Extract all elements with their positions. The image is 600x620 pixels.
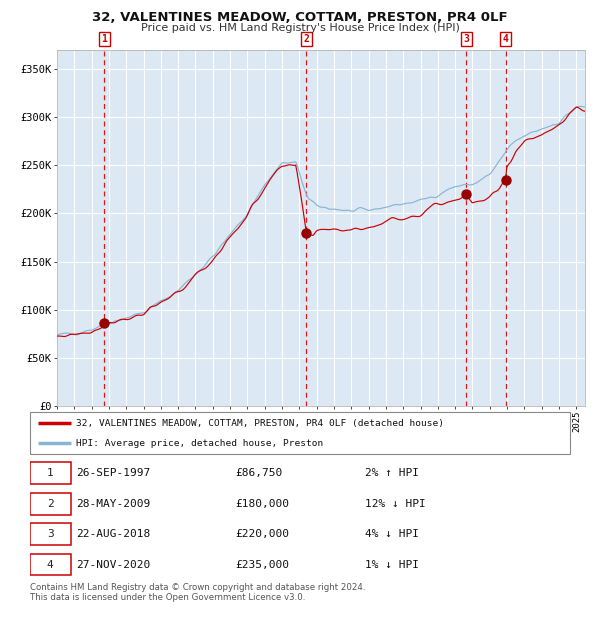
Text: 3: 3 xyxy=(47,529,53,539)
Text: 27-NOV-2020: 27-NOV-2020 xyxy=(76,559,150,570)
Text: £86,750: £86,750 xyxy=(235,468,283,479)
Text: 4: 4 xyxy=(47,559,53,570)
Text: Contains HM Land Registry data © Crown copyright and database right 2024.
This d: Contains HM Land Registry data © Crown c… xyxy=(30,583,365,602)
Text: 12% ↓ HPI: 12% ↓ HPI xyxy=(365,498,425,509)
Text: Price paid vs. HM Land Registry's House Price Index (HPI): Price paid vs. HM Land Registry's House … xyxy=(140,23,460,33)
FancyBboxPatch shape xyxy=(30,412,570,454)
Text: 32, VALENTINES MEADOW, COTTAM, PRESTON, PR4 0LF (detached house): 32, VALENTINES MEADOW, COTTAM, PRESTON, … xyxy=(76,419,444,428)
Text: £235,000: £235,000 xyxy=(235,559,289,570)
Text: 3: 3 xyxy=(463,34,469,44)
Text: 22-AUG-2018: 22-AUG-2018 xyxy=(76,529,150,539)
Text: 26-SEP-1997: 26-SEP-1997 xyxy=(76,468,150,479)
Text: 2: 2 xyxy=(304,34,310,44)
Text: 4% ↓ HPI: 4% ↓ HPI xyxy=(365,529,419,539)
Text: 2: 2 xyxy=(47,498,53,509)
FancyBboxPatch shape xyxy=(30,463,71,484)
Text: 2% ↑ HPI: 2% ↑ HPI xyxy=(365,468,419,479)
FancyBboxPatch shape xyxy=(30,554,71,575)
Text: 28-MAY-2009: 28-MAY-2009 xyxy=(76,498,150,509)
Text: 32, VALENTINES MEADOW, COTTAM, PRESTON, PR4 0LF: 32, VALENTINES MEADOW, COTTAM, PRESTON, … xyxy=(92,11,508,24)
Text: 4: 4 xyxy=(503,34,508,44)
Text: 1: 1 xyxy=(101,34,107,44)
Text: £180,000: £180,000 xyxy=(235,498,289,509)
Text: 1: 1 xyxy=(47,468,53,479)
FancyBboxPatch shape xyxy=(30,523,71,545)
Text: £220,000: £220,000 xyxy=(235,529,289,539)
FancyBboxPatch shape xyxy=(30,493,71,515)
Text: HPI: Average price, detached house, Preston: HPI: Average price, detached house, Pres… xyxy=(76,439,323,448)
Text: 1% ↓ HPI: 1% ↓ HPI xyxy=(365,559,419,570)
